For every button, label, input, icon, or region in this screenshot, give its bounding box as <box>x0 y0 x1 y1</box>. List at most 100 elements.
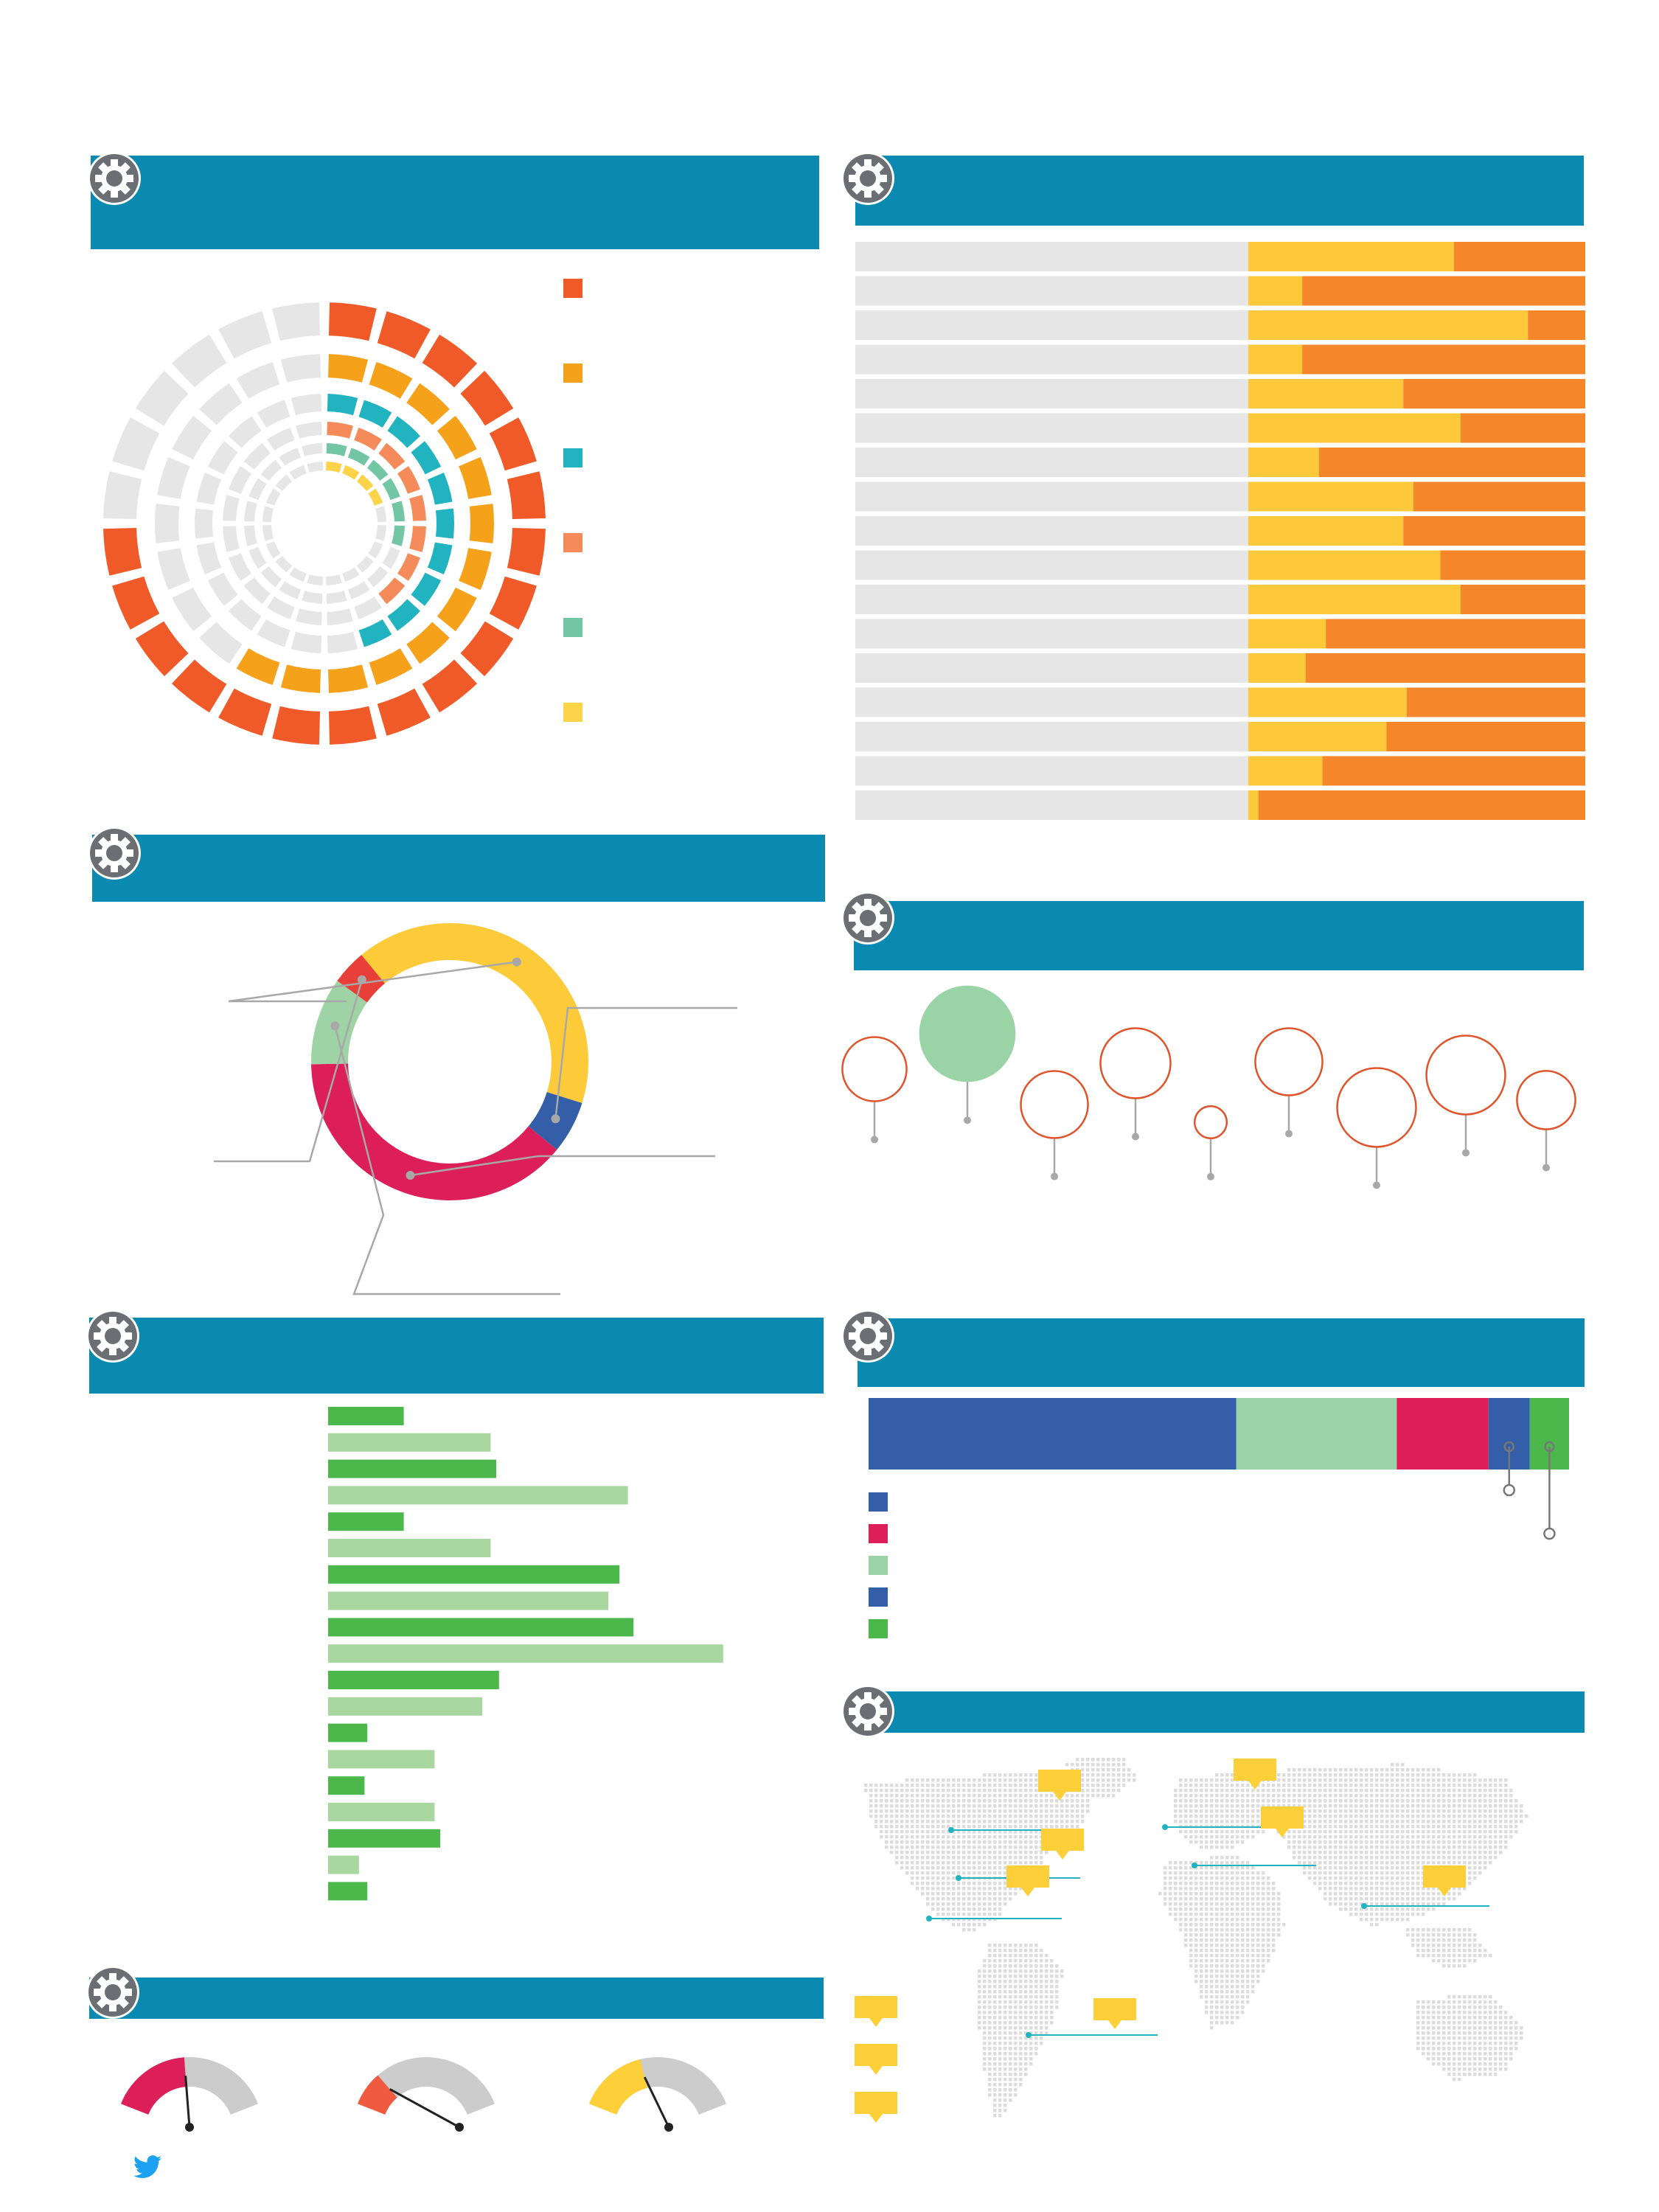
world-map <box>864 1758 1528 2118</box>
bar-segment-orange <box>1322 756 1585 786</box>
radial-segment <box>267 428 295 451</box>
bar-segment-orange <box>1258 790 1585 820</box>
map-marker <box>1041 1829 1084 1860</box>
leader-line <box>554 1006 737 1119</box>
legend-swatch <box>563 533 582 552</box>
hbar <box>328 1407 404 1425</box>
twitter-icon[interactable] <box>133 2155 161 2179</box>
map-marker <box>1423 1865 1466 1896</box>
radial-segment <box>257 619 291 647</box>
gear-icon[interactable] <box>841 1684 895 1739</box>
bar-track <box>855 550 1248 580</box>
bar-track <box>855 276 1248 306</box>
radial-segment <box>375 506 386 522</box>
radial-segment <box>262 525 274 541</box>
bubble-stem-dot <box>1543 1164 1550 1172</box>
bar-segment-orange <box>1453 242 1585 271</box>
gear-icon[interactable] <box>87 826 142 880</box>
radial-segment <box>329 302 377 341</box>
radial-segment <box>157 548 190 591</box>
radial-segment <box>244 525 257 546</box>
bar-segment-yellow <box>1248 481 1413 512</box>
legend-swatch <box>869 1619 888 1638</box>
gauge-hub <box>664 2123 673 2132</box>
radial-segment <box>406 622 450 664</box>
radial-segment <box>236 362 280 399</box>
bubble <box>1254 1027 1324 1096</box>
radial-segment <box>392 501 405 522</box>
bar-segment-yellow <box>1248 276 1303 306</box>
radial-segment <box>199 383 243 425</box>
hbar <box>328 1459 496 1478</box>
leader-dot <box>357 975 366 984</box>
radial-segment <box>302 443 323 456</box>
hbar <box>328 1591 608 1610</box>
gauge-needle <box>389 2088 460 2129</box>
radial-segment <box>279 448 302 466</box>
bar-segment-orange <box>1302 344 1585 375</box>
radial-segment <box>378 577 406 605</box>
bar-segment-yellow <box>1248 310 1528 340</box>
bar-track <box>855 310 1248 340</box>
map-pin-dot <box>956 1875 961 1881</box>
radial-segment <box>267 597 295 619</box>
radial-segment <box>291 631 322 653</box>
bubble-stem-dot <box>1207 1172 1214 1180</box>
strip-segment <box>869 1398 1237 1470</box>
gear-icon[interactable] <box>841 891 895 945</box>
bar-segment-yellow <box>1248 379 1404 408</box>
bar-segment-yellow <box>1248 550 1441 580</box>
radial-segment <box>171 659 227 713</box>
hbar <box>328 1697 482 1716</box>
legend-swatch <box>563 618 582 637</box>
radial-segment <box>228 416 262 448</box>
hbar <box>328 1723 368 1742</box>
radial-segment <box>243 442 271 470</box>
leader-line <box>228 961 518 1003</box>
radial-segment <box>289 465 307 480</box>
map-pin-dot <box>1162 1824 1168 1830</box>
radial-segment <box>378 442 406 470</box>
radial-segment <box>260 459 282 481</box>
radial-segment <box>489 417 537 471</box>
gauge-hub <box>455 2123 464 2132</box>
radial-segment <box>112 417 160 471</box>
gear-icon[interactable] <box>841 151 895 206</box>
gear-icon[interactable] <box>841 1309 895 1363</box>
radial-segment <box>296 608 322 625</box>
radial-segment <box>291 394 322 416</box>
radial-segment <box>262 506 274 522</box>
section-banner-1 <box>91 156 819 249</box>
bar-segment-yellow <box>1248 516 1404 546</box>
bubble <box>1425 1034 1506 1116</box>
radial-segment <box>296 422 322 439</box>
hbar <box>328 1618 634 1637</box>
radial-segment <box>437 415 477 460</box>
radial-segment <box>342 465 360 480</box>
hbar <box>328 1512 404 1531</box>
radial-segment <box>427 542 453 574</box>
radial-segment <box>387 599 421 631</box>
radial-segment <box>327 422 353 439</box>
bar-segment-yellow <box>1248 722 1387 751</box>
radial-segment <box>382 546 400 569</box>
hbar <box>328 1750 435 1769</box>
gear-icon[interactable] <box>86 1965 140 2020</box>
bubble <box>1336 1067 1417 1148</box>
bar-segment-orange <box>1318 448 1585 477</box>
radial-segment <box>196 542 222 574</box>
gear-icon[interactable] <box>86 1309 140 1363</box>
radial-segment <box>289 567 307 582</box>
hbar <box>328 1803 435 1821</box>
radial-segment <box>207 572 238 606</box>
gauge-fill <box>121 2057 187 2115</box>
legend-swatch <box>563 364 582 383</box>
bar-track <box>855 687 1248 717</box>
bubble-stem-dot <box>1462 1149 1470 1157</box>
gear-icon[interactable] <box>87 151 142 206</box>
radial-segment <box>196 473 222 505</box>
bar-segment-yellow <box>1248 448 1319 477</box>
radial-segment <box>347 581 370 599</box>
section-banner-3 <box>92 835 825 902</box>
bubble <box>1020 1070 1089 1139</box>
